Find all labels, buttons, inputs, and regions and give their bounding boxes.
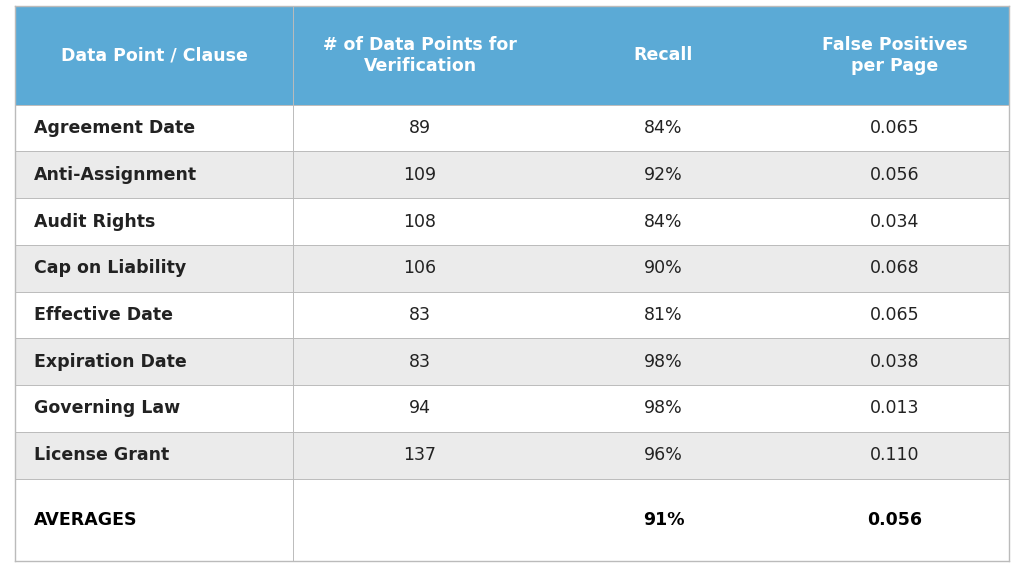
Bar <box>547 151 780 198</box>
Bar <box>547 6 780 105</box>
Bar <box>294 479 547 561</box>
Text: Data Point / Clause: Data Point / Clause <box>61 46 248 64</box>
Bar <box>15 479 294 561</box>
Bar <box>294 198 547 245</box>
Bar <box>294 338 547 385</box>
Bar <box>780 338 1009 385</box>
Bar <box>15 432 294 479</box>
Bar <box>294 105 547 151</box>
Text: Anti-Assignment: Anti-Assignment <box>34 166 197 184</box>
Text: AVERAGES: AVERAGES <box>34 511 137 529</box>
Text: 94: 94 <box>410 400 431 417</box>
Text: 0.038: 0.038 <box>869 353 920 371</box>
Bar <box>780 105 1009 151</box>
Text: Expiration Date: Expiration Date <box>34 353 186 371</box>
Bar <box>15 198 294 245</box>
Bar <box>547 479 780 561</box>
Bar <box>780 245 1009 291</box>
Text: 81%: 81% <box>644 306 683 324</box>
Text: 83: 83 <box>410 306 431 324</box>
Text: 83: 83 <box>410 353 431 371</box>
Bar <box>15 245 294 291</box>
Text: 106: 106 <box>403 259 436 277</box>
Text: Governing Law: Governing Law <box>34 400 180 417</box>
Text: 98%: 98% <box>644 400 683 417</box>
Text: 89: 89 <box>409 119 431 137</box>
Text: 91%: 91% <box>643 511 684 529</box>
Text: False Positives
per Page: False Positives per Page <box>821 36 968 75</box>
Text: # of Data Points for
Verification: # of Data Points for Verification <box>324 36 517 75</box>
Bar <box>294 6 547 105</box>
Bar <box>15 151 294 198</box>
Text: 0.056: 0.056 <box>869 166 920 184</box>
Bar <box>294 151 547 198</box>
Text: Agreement Date: Agreement Date <box>34 119 195 137</box>
Text: 90%: 90% <box>644 259 683 277</box>
Text: 0.065: 0.065 <box>869 306 920 324</box>
Bar <box>15 291 294 338</box>
Text: Recall: Recall <box>634 46 693 64</box>
Bar <box>547 291 780 338</box>
Text: 0.110: 0.110 <box>869 446 920 464</box>
Bar <box>780 385 1009 432</box>
Bar <box>15 385 294 432</box>
Text: Audit Rights: Audit Rights <box>34 213 156 231</box>
Text: Effective Date: Effective Date <box>34 306 173 324</box>
Text: 84%: 84% <box>644 119 683 137</box>
Bar <box>294 432 547 479</box>
Bar <box>294 291 547 338</box>
Text: 108: 108 <box>403 213 436 231</box>
Bar <box>780 6 1009 105</box>
Text: 0.013: 0.013 <box>869 400 920 417</box>
Bar <box>780 151 1009 198</box>
Text: 137: 137 <box>403 446 436 464</box>
Text: 92%: 92% <box>644 166 683 184</box>
Text: 109: 109 <box>403 166 436 184</box>
Bar <box>547 432 780 479</box>
Bar <box>780 198 1009 245</box>
Text: 0.065: 0.065 <box>869 119 920 137</box>
Bar <box>780 479 1009 561</box>
Bar <box>547 105 780 151</box>
Text: 96%: 96% <box>644 446 683 464</box>
Bar <box>15 338 294 385</box>
Text: 0.068: 0.068 <box>869 259 920 277</box>
Bar <box>15 6 294 105</box>
Bar <box>294 385 547 432</box>
Bar <box>547 338 780 385</box>
Bar <box>780 291 1009 338</box>
Text: 0.034: 0.034 <box>869 213 920 231</box>
Bar <box>294 245 547 291</box>
Text: 0.056: 0.056 <box>867 511 922 529</box>
Bar <box>547 385 780 432</box>
Text: License Grant: License Grant <box>34 446 169 464</box>
Bar <box>15 105 294 151</box>
Text: 84%: 84% <box>644 213 683 231</box>
Bar <box>547 245 780 291</box>
Bar <box>547 198 780 245</box>
Bar <box>780 432 1009 479</box>
Text: 98%: 98% <box>644 353 683 371</box>
Text: Cap on Liability: Cap on Liability <box>34 259 186 277</box>
